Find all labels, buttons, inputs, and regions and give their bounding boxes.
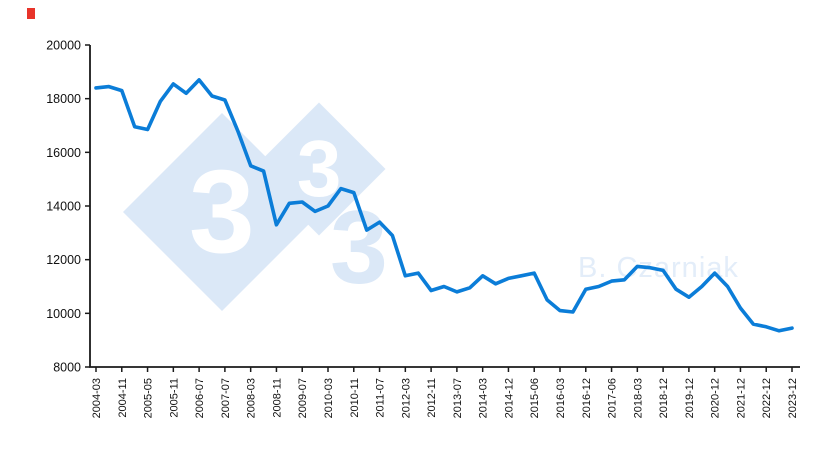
- x-tick-label: 2004-03: [91, 378, 103, 418]
- y-tick-label: 16000: [46, 146, 81, 160]
- red-corner-marker: [27, 8, 35, 19]
- x-tick-label: 2009-07: [297, 378, 309, 418]
- x-tick-label: 2023-12: [787, 378, 799, 418]
- x-tick-label: 2019-12: [684, 378, 696, 418]
- x-tick-label: 2008-03: [246, 378, 258, 418]
- data-line-series: [94, 78, 794, 333]
- x-tick-label: 2022-12: [761, 378, 773, 418]
- x-tick-label: 2018-12: [658, 378, 670, 418]
- x-tick-label: 2020-12: [710, 378, 722, 418]
- x-tick-label: 2014-03: [478, 378, 490, 418]
- y-tick-label: 12000: [46, 253, 81, 267]
- x-tick-label: 2010-03: [323, 378, 335, 418]
- x-tick-label: 2015-06: [529, 378, 541, 418]
- y-tick-label: 18000: [46, 92, 81, 106]
- x-tick-label: 2007-07: [220, 378, 232, 418]
- x-tick-label: 2012-03: [400, 378, 412, 418]
- x-tick-label: 2004-11: [117, 378, 129, 418]
- x-tick-label: 2017-06: [607, 378, 619, 418]
- x-tick-label: 2005-11: [168, 378, 180, 418]
- x-tick-label: 2013-07: [452, 378, 464, 418]
- x-tick-label: 2005-05: [143, 378, 155, 418]
- y-tick-label: 8000: [53, 361, 81, 375]
- axis-lines: [89, 45, 800, 368]
- x-tick-label: 2006-07: [194, 378, 206, 418]
- y-tick-label: 20000: [46, 39, 81, 53]
- x-tick-label: 2011-07: [375, 378, 387, 418]
- x-tick-label: 2018-03: [632, 378, 644, 418]
- x-tick-label: 2014-12: [503, 378, 515, 418]
- x-tick-label: 2012-11: [426, 378, 438, 418]
- watermark-digit: 3: [330, 190, 388, 306]
- x-tick-label: 2010-11: [349, 378, 361, 418]
- y-tick-label: 14000: [46, 200, 81, 214]
- x-tick-label: 2021-12: [735, 378, 747, 418]
- x-tick-label: 2016-12: [581, 378, 593, 418]
- x-tick-label: 2008-11: [271, 378, 283, 418]
- y-tick-label: 10000: [46, 307, 81, 321]
- x-tick-label: 2016-03: [555, 378, 567, 418]
